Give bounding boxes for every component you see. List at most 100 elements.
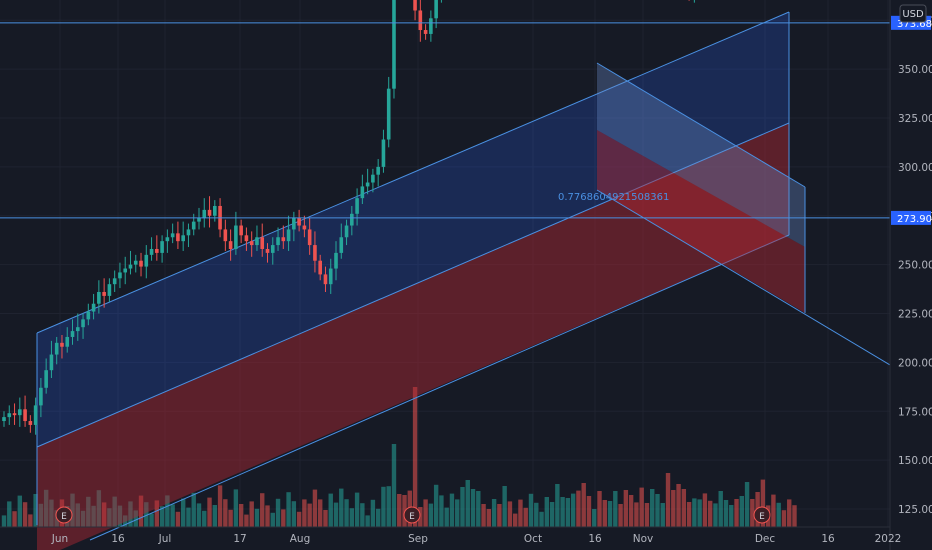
volume-bar — [634, 502, 639, 527]
candle-body — [265, 248, 270, 253]
candle-body — [39, 387, 43, 406]
x-tick-label: Sep — [408, 533, 428, 545]
volume-bar — [465, 480, 470, 527]
volume-bar — [686, 502, 692, 527]
candle-body — [7, 413, 12, 418]
drawings-layer — [36, 11, 891, 550]
horizontal-levels — [0, 22, 890, 219]
volume-bar — [38, 503, 44, 527]
volume-bar — [692, 498, 697, 527]
volume-bar — [428, 503, 434, 527]
candle-body — [181, 235, 185, 242]
volume-bar — [207, 497, 212, 527]
volume-bar — [159, 506, 165, 527]
candle-body — [102, 291, 106, 296]
volume-bar — [412, 387, 418, 527]
x-tick-label: 16 — [111, 533, 125, 545]
volume-bar — [539, 511, 544, 527]
volume-bar — [744, 482, 750, 527]
candle-body — [423, 30, 428, 34]
currency-button-label[interactable]: USD — [902, 9, 924, 20]
candle-body — [297, 217, 301, 226]
regression-channel-upper-fill — [37, 12, 789, 447]
volume-bar — [202, 510, 207, 527]
volume-bar — [260, 493, 265, 527]
time-axis[interactable]: Jun 16 Jul 17 Aug Sep Oct 16 Nov Dec 16 2022 — [51, 533, 902, 545]
volume-bar — [339, 488, 344, 527]
volume-bar — [86, 496, 91, 527]
earnings-marker[interactable] — [55, 506, 73, 524]
candle-body — [202, 209, 207, 218]
candle-body — [318, 260, 322, 275]
candle-body — [12, 413, 17, 416]
y-tick-label: 300.00 — [898, 162, 932, 174]
volume-bar — [128, 501, 133, 527]
candle-body — [339, 237, 344, 253]
volume-bar — [555, 484, 560, 527]
candle-body — [344, 225, 349, 238]
volume-bar — [618, 504, 623, 527]
candle-body — [75, 327, 80, 332]
volume-bar — [223, 499, 228, 527]
candle-body — [44, 370, 48, 388]
candle-body — [123, 268, 128, 273]
volume-bar — [265, 505, 270, 527]
volume-bar — [254, 508, 260, 527]
volume-bar — [144, 502, 149, 527]
candle-body — [276, 237, 280, 246]
volume-bar — [360, 503, 365, 527]
volume-bar — [391, 444, 397, 527]
currency-button[interactable]: USD — [899, 4, 927, 23]
x-tick-label: 17 — [233, 533, 246, 545]
volume-bar — [739, 496, 744, 527]
candle-body — [413, 0, 417, 11]
candle-body — [112, 278, 117, 285]
volume-bar — [238, 504, 244, 527]
earnings-marker-label: E — [759, 512, 765, 522]
candle-body — [49, 354, 54, 371]
volume-bar — [660, 503, 665, 527]
volume-bar — [665, 473, 671, 527]
candle-body — [133, 260, 138, 265]
volume-bar — [381, 486, 386, 527]
candle-body — [334, 252, 338, 269]
candle-body — [286, 229, 291, 242]
volume-bar — [418, 507, 423, 527]
volume-bar — [644, 503, 650, 527]
volume-bar — [528, 493, 534, 527]
volume-bar — [375, 508, 381, 527]
volume-bar — [760, 479, 766, 527]
candle-body — [186, 229, 191, 236]
volume-bar — [275, 498, 281, 527]
candle-body — [429, 18, 433, 34]
candle-body — [165, 237, 170, 242]
volume-bar — [697, 499, 702, 527]
channel-mid-line — [36, 122, 790, 448]
x-tick-label: 16 — [588, 533, 602, 545]
earnings-marker[interactable] — [753, 506, 771, 524]
volume-bar — [534, 502, 539, 527]
currency-button-frame[interactable] — [899, 4, 927, 23]
candle-body — [386, 88, 391, 140]
candle-body — [365, 182, 370, 187]
candle-body — [23, 409, 27, 422]
y-tick-label: 250.00 — [898, 260, 932, 272]
earnings-marker[interactable] — [403, 506, 421, 524]
volume-bar — [117, 505, 123, 527]
earnings-marker-label: E — [61, 512, 67, 522]
candle-body — [170, 233, 175, 238]
candle-body — [191, 221, 196, 230]
candle-body — [360, 186, 365, 199]
candle-body — [155, 248, 159, 253]
volume-bar — [307, 503, 312, 527]
volume-bar — [318, 499, 323, 527]
candle-body — [239, 225, 243, 236]
y-tick-label: 150.00 — [898, 455, 932, 467]
volume-bar — [149, 513, 154, 527]
volume-bar — [323, 510, 328, 527]
candle-body — [33, 405, 38, 425]
candle-body — [302, 225, 307, 230]
volume-bar — [397, 494, 402, 527]
